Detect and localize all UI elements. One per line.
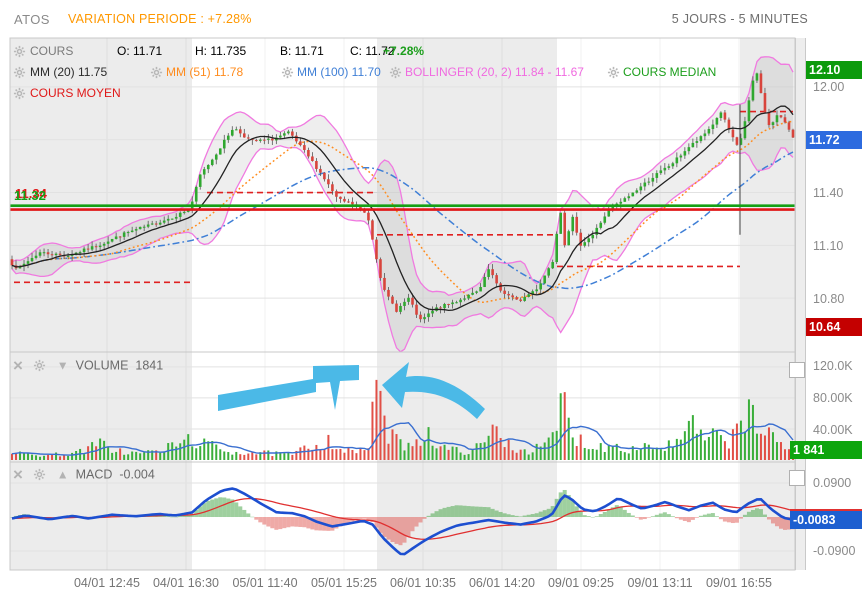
volume-panel-value: 1841 — [135, 358, 164, 373]
low-price-badge: 10.64 — [806, 318, 862, 336]
macd-badge: -0.0083 — [790, 509, 862, 529]
timeframe-selector[interactable]: 5 JOURS - 5 MINUTES — [671, 12, 808, 26]
gear-icon[interactable] — [33, 468, 46, 481]
x-axis-label: 09/01 09:25 — [547, 576, 615, 590]
x-axis-label: 06/01 14:20 — [468, 576, 536, 590]
close-icon[interactable]: × — [13, 465, 23, 485]
gear-icon[interactable] — [13, 45, 26, 58]
arrow-up-icon[interactable]: ▲ — [56, 467, 69, 482]
volume-tick: 40.00K — [813, 423, 853, 437]
gear-icon[interactable] — [13, 87, 26, 100]
legend-open-value: O: 11.71 — [117, 44, 163, 58]
moyen-price-label: 11.34 — [15, 186, 47, 201]
x-axis-label: 04/01 16:30 — [152, 576, 220, 590]
price-tick: 11.10 — [813, 239, 844, 253]
price-tick: 10.80 — [813, 292, 845, 306]
legend-cours-moyen[interactable]: COURS MOYEN — [30, 86, 121, 100]
legend-mm20[interactable]: MM (20) 11.75 — [30, 65, 108, 79]
variation-period-label: VARIATION PERIODE : +7.28% — [68, 12, 252, 26]
x-axis-label: 05/01 11:40 — [232, 576, 298, 590]
volume-panel-resize-handle[interactable] — [789, 362, 805, 378]
panel-splitter-strip[interactable] — [795, 38, 806, 570]
median-price-label: 11.32 — [14, 188, 46, 203]
close-icon[interactable]: × — [13, 356, 23, 376]
x-axis-label: 09/01 16:55 — [705, 576, 773, 590]
macd-panel-title: MACD — [75, 467, 113, 482]
gear-icon[interactable] — [150, 66, 163, 79]
last-price-badge: 11.72 — [806, 131, 862, 149]
x-axis-label: 05/01 15:25 — [310, 576, 378, 590]
volume-tick: 80.00K — [813, 391, 853, 405]
legend-mm100[interactable]: MM (100) 11.70 — [297, 65, 381, 79]
arrow-down-icon[interactable]: ▼ — [56, 358, 69, 373]
legend-change-percent: +7.28% — [383, 44, 425, 58]
gear-icon[interactable] — [607, 66, 620, 79]
x-axis-label: 04/01 12:45 — [73, 576, 141, 590]
volume-panel-header: × ▼ VOLUME 1841 — [13, 356, 164, 376]
price-tick: 11.40 — [813, 186, 844, 200]
gear-icon[interactable] — [281, 66, 294, 79]
x-axis-label: 09/01 13:11 — [627, 576, 693, 590]
volume-tick: 120.0K — [813, 359, 853, 373]
price-tick: 12.00 — [813, 80, 845, 94]
legend-high-value: H: 11.735 — [195, 44, 247, 58]
legend-low-value: B: 11.71 — [280, 44, 324, 58]
symbol-label: ATOS — [14, 12, 50, 27]
volume-badge: 1 841 — [790, 441, 862, 459]
macd-panel-header: × ▲ MACD -0.004 — [13, 465, 155, 485]
legend-close-value: C: 11.72 — [350, 44, 395, 58]
x-axis-label: 06/01 10:35 — [389, 576, 457, 590]
top-bar: ATOS VARIATION PERIODE : +7.28% 5 JOURS … — [0, 0, 865, 38]
macd-panel-resize-handle[interactable] — [789, 470, 805, 486]
gear-icon[interactable] — [13, 66, 26, 79]
high-price-badge: 12.10 — [806, 61, 862, 79]
gear-icon[interactable] — [33, 359, 46, 372]
macd-tick: 0.0900 — [813, 476, 852, 490]
volume-panel-title: VOLUME — [75, 358, 129, 373]
macd-panel-value: -0.004 — [119, 467, 155, 482]
legend-cours-median[interactable]: COURS MEDIAN — [623, 65, 717, 79]
gear-icon[interactable] — [389, 66, 402, 79]
legend-bollinger[interactable]: BOLLINGER (20, 2) 11.84 - 11.67 — [405, 65, 584, 79]
macd-tick: -0.0900 — [813, 544, 856, 558]
legend-cours-label[interactable]: COURS — [30, 44, 74, 58]
legend-mm51[interactable]: MM (51) 11.78 — [166, 65, 244, 79]
